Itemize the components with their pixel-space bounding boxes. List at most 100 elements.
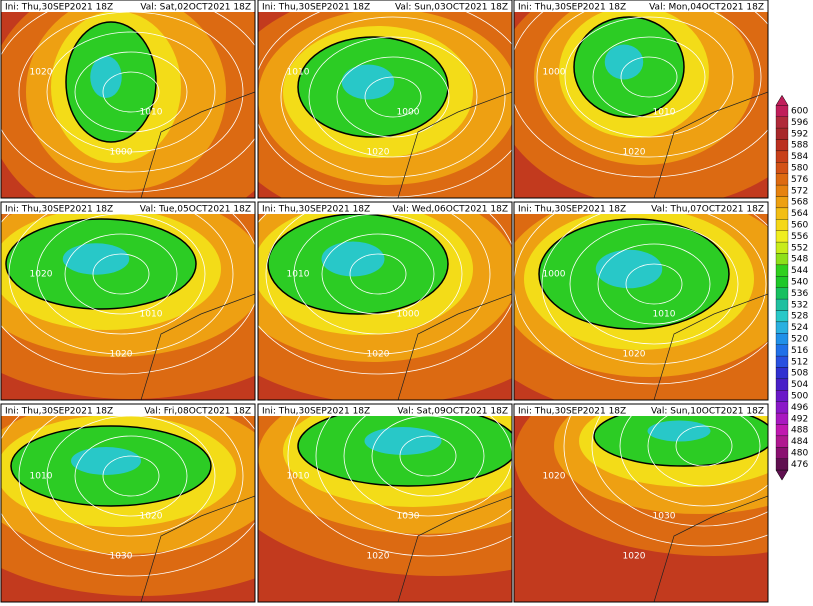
colorbar-segment	[775, 287, 789, 300]
colorbar-segment	[775, 127, 789, 140]
isobar	[514, 214, 768, 385]
isobar-label: 1010	[653, 310, 676, 320]
colorbar-label: 504	[791, 380, 808, 390]
isobar-label: 1020	[367, 552, 390, 562]
colorbar-label: 528	[791, 312, 808, 322]
isobar	[343, 416, 512, 517]
colorbar-label: 524	[791, 323, 808, 333]
isobar	[64, 233, 178, 315]
valid-label: Val: Tue,05OCT2021 18Z	[140, 205, 251, 215]
isobar	[102, 455, 160, 497]
colorbar-segment	[775, 207, 789, 220]
isobar	[675, 425, 733, 467]
colorbar-label: 596	[791, 118, 808, 128]
colorbar-label: 512	[791, 357, 808, 367]
colorbar-segment	[775, 139, 789, 152]
ini-label: Ini: Thu,30SEP2021 18Z	[518, 407, 626, 417]
coastline	[140, 495, 255, 602]
isobar	[315, 416, 512, 537]
panel-border	[513, 201, 769, 401]
isobar-label: 1010	[30, 472, 53, 482]
isobar-label: 1000	[543, 270, 566, 280]
field-cyan	[604, 44, 644, 80]
colorbar-segment	[775, 196, 789, 209]
isobar	[592, 36, 706, 118]
colorbar-segment	[775, 321, 789, 334]
isobar	[92, 253, 150, 295]
panel-border	[513, 403, 769, 603]
coastline	[397, 293, 512, 400]
isobar	[563, 416, 768, 547]
panel-border	[0, 0, 256, 199]
map-panel: 1010 1020 1030	[1, 416, 255, 602]
colorbar-segment	[775, 344, 789, 357]
isobar	[8, 214, 234, 355]
colorbar-label: 480	[791, 449, 808, 459]
colorbar-segment	[775, 333, 789, 345]
isobar	[625, 263, 683, 305]
map-panel: 1020 1010 1000	[1, 12, 255, 198]
valid-label: Val: Thu,07OCT2021 18Z	[651, 205, 764, 215]
panel-border	[513, 0, 769, 199]
colorbar-segment	[775, 230, 789, 243]
coastline	[140, 91, 255, 198]
coastline	[653, 495, 768, 602]
coastline	[397, 495, 512, 602]
isobar	[280, 16, 506, 178]
isobar	[308, 36, 478, 158]
isobar	[349, 253, 407, 295]
valid-label: Val: Wed,06OCT2021 18Z	[392, 205, 508, 215]
ini-label: Ini: Thu,30SEP2021 18Z	[5, 3, 113, 13]
ini-label: Ini: Thu,30SEP2021 18Z	[518, 3, 626, 13]
colorbar-segment	[775, 184, 789, 197]
colorbar-segment	[775, 435, 789, 448]
coastline	[653, 293, 768, 400]
colorbar-label: 548	[791, 255, 808, 265]
colorbar-label: 576	[791, 175, 808, 185]
colorbar-segment	[775, 378, 789, 391]
colorbar-segment	[775, 355, 789, 368]
valid-label: Val: Sun,10OCT2021 18Z	[651, 407, 764, 417]
valid-label: Val: Sat,09OCT2021 18Z	[397, 407, 508, 417]
field-cyan	[62, 243, 130, 275]
isobar-label: 1010	[140, 108, 163, 118]
isobar-label: 1000	[110, 148, 133, 158]
colorbar-segment	[775, 298, 789, 311]
map-panel: 1000 1010 1020	[514, 12, 768, 198]
coastline	[653, 91, 768, 198]
isobar	[258, 12, 512, 198]
coastline	[397, 91, 512, 198]
isobar	[620, 56, 678, 98]
field-cyan	[647, 420, 711, 442]
isobar-label: 1010	[287, 472, 310, 482]
colorbar-label: 564	[791, 209, 808, 219]
isobar	[597, 243, 711, 325]
colorbar-label: 484	[791, 437, 808, 447]
isobar-label: 1010	[140, 310, 163, 320]
field-cyan	[364, 427, 442, 455]
colorbar-segment	[775, 116, 789, 129]
isobar	[258, 214, 512, 375]
isobar-label: 1020	[30, 68, 53, 78]
isobar-label: 1000	[397, 310, 420, 320]
ini-label: Ini: Thu,30SEP2021 18Z	[5, 205, 113, 215]
colorbar-segment	[775, 424, 789, 437]
isobar-label: 1020	[623, 148, 646, 158]
colorbar-segment	[775, 367, 789, 380]
colorbar-label: 588	[791, 141, 808, 151]
isobar-label: 1020	[623, 350, 646, 360]
ini-label: Ini: Thu,30SEP2021 18Z	[262, 3, 370, 13]
isobar	[619, 416, 768, 507]
isobar	[399, 435, 457, 477]
map-panel: 1010 1030 1020	[258, 416, 512, 602]
isobar	[336, 56, 450, 138]
isobar	[36, 214, 206, 335]
panel-border	[0, 201, 256, 401]
coastline	[140, 293, 255, 400]
colorbar-label: 520	[791, 335, 808, 345]
valid-label: Val: Fri,08OCT2021 18Z	[144, 407, 251, 417]
valid-label: Val: Sun,03OCT2021 18Z	[395, 3, 508, 13]
colorbar-label: 508	[791, 369, 808, 379]
isobar	[74, 51, 188, 133]
ini-label: Ini: Thu,30SEP2021 18Z	[262, 407, 370, 417]
